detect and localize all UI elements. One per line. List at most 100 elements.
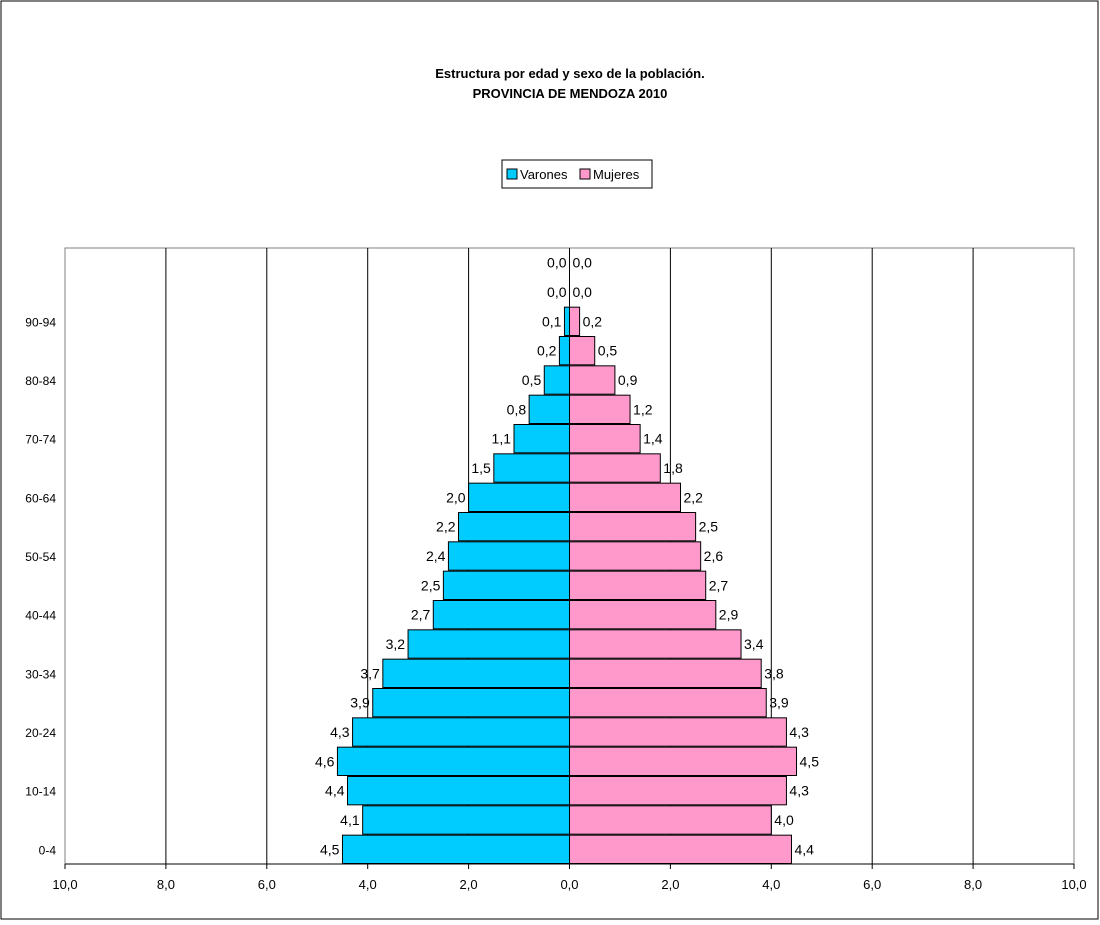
- legend-label-mujeres: Mujeres: [593, 167, 640, 182]
- data-label-mujeres: 1,8: [663, 460, 683, 476]
- bar-varones: [468, 482, 571, 512]
- data-label-varones: 0,0: [547, 255, 567, 271]
- data-label-mujeres: 2,7: [709, 577, 729, 593]
- y-tick-label: 10-14: [25, 785, 56, 799]
- x-tick-label: 10,0: [52, 877, 77, 892]
- data-label-varones: 0,5: [522, 372, 542, 388]
- bar-mujeres: [569, 600, 717, 630]
- data-label-mujeres: 0,9: [618, 372, 638, 388]
- x-tick-label: 8,0: [964, 877, 982, 892]
- data-label-mujeres: 1,2: [633, 401, 653, 417]
- bar-varones: [447, 541, 571, 571]
- x-tick-label: 10,0: [1061, 877, 1086, 892]
- data-label-mujeres: 0,5: [598, 343, 618, 359]
- data-label-varones: 0,1: [542, 313, 562, 329]
- bar-mujeres: [569, 336, 596, 366]
- data-label-varones: 3,9: [350, 695, 370, 711]
- bar-varones: [528, 394, 571, 424]
- bar-mujeres: [569, 512, 697, 542]
- bar-mujeres: [569, 658, 762, 689]
- y-tick-label: 60-64: [25, 491, 56, 505]
- bar-mujeres: [569, 541, 702, 571]
- data-label-varones: 2,4: [426, 548, 446, 564]
- bar-varones: [493, 453, 571, 483]
- data-label-varones: 4,6: [315, 753, 335, 769]
- x-tick-label: 8,0: [157, 877, 175, 892]
- bar-varones: [341, 834, 570, 865]
- bar-varones: [352, 717, 570, 747]
- bar-mujeres: [569, 365, 616, 395]
- y-tick-label: 50-54: [25, 550, 56, 564]
- data-label-varones: 3,7: [360, 665, 380, 681]
- data-label-varones: 0,8: [507, 401, 527, 417]
- data-label-varones: 0,0: [547, 284, 567, 300]
- y-tick-label: 80-84: [25, 374, 56, 388]
- data-label-mujeres: 3,8: [764, 665, 784, 681]
- bar-varones: [407, 629, 570, 659]
- data-label-mujeres: 1,4: [643, 431, 663, 447]
- data-label-varones: 2,0: [446, 489, 466, 505]
- bar-varones: [347, 776, 570, 806]
- legend: Varones Mujeres: [501, 159, 653, 189]
- data-label-varones: 2,5: [421, 577, 441, 593]
- y-tick-label: 20-24: [25, 726, 56, 740]
- legend-swatch-mujeres: [579, 168, 591, 180]
- data-label-varones: 4,3: [330, 724, 350, 740]
- x-tick-label: 2,0: [460, 877, 478, 892]
- x-tick-label: 6,0: [863, 877, 881, 892]
- data-label-varones: 3,2: [386, 636, 406, 652]
- data-label-mujeres: 4,4: [794, 841, 814, 857]
- bar-mujeres: [569, 629, 742, 659]
- data-label-mujeres: 4,3: [789, 783, 809, 799]
- data-label-varones: 4,1: [340, 812, 360, 828]
- bar-varones: [458, 512, 571, 542]
- bar-varones: [336, 746, 570, 777]
- x-tick-label: 4,0: [762, 877, 780, 892]
- y-tick-label: 0-4: [39, 843, 57, 857]
- data-label-mujeres: 0,0: [573, 255, 593, 271]
- bar-mujeres: [569, 394, 631, 424]
- data-label-mujeres: 4,0: [774, 812, 794, 828]
- data-label-mujeres: 4,3: [789, 724, 809, 740]
- data-label-mujeres: 0,0: [573, 284, 593, 300]
- bar-mujeres: [569, 482, 681, 512]
- bar-varones: [513, 424, 571, 454]
- bar-varones: [543, 365, 571, 395]
- data-label-mujeres: 2,6: [704, 548, 724, 564]
- chart-subtitle: PROVINCIA DE MENDOZA 2010: [473, 86, 668, 101]
- data-label-varones: 4,5: [320, 841, 340, 857]
- data-label-varones: 2,7: [411, 607, 431, 623]
- legend-label-varones: Varones: [520, 167, 568, 182]
- data-label-mujeres: 0,2: [583, 313, 603, 329]
- bar-mujeres: [569, 570, 707, 601]
- data-label-mujeres: 3,9: [769, 695, 789, 711]
- bar-mujeres: [569, 776, 787, 806]
- x-tick-label: 2,0: [661, 877, 679, 892]
- bar-mujeres: [569, 746, 798, 777]
- data-label-mujeres: 2,5: [699, 519, 719, 535]
- data-label-varones: 1,5: [471, 460, 491, 476]
- x-tick-label: 0,0: [560, 877, 578, 892]
- bar-mujeres: [569, 306, 581, 336]
- x-tick-label: 4,0: [359, 877, 377, 892]
- y-tick-label: 90-94: [25, 315, 56, 329]
- bar-mujeres: [569, 805, 772, 835]
- y-tick-label: 30-34: [25, 667, 56, 681]
- plot-area: 10,0 8,0 6,0 4,0 2,0 0,0 2,0 4,0 6,0 8,0 10,04,5 4,…: [25, 247, 1087, 892]
- bar-varones: [442, 570, 570, 601]
- bar-varones: [563, 306, 571, 336]
- bar-mujeres: [569, 717, 787, 747]
- data-label-mujeres: 4,5: [800, 753, 820, 769]
- bar-varones: [362, 805, 570, 835]
- data-label-mujeres: 2,9: [719, 607, 739, 623]
- data-label-varones: 0,2: [537, 343, 557, 359]
- bar-mujeres: [569, 424, 641, 454]
- data-label-mujeres: 2,2: [683, 489, 703, 505]
- data-label-varones: 1,1: [492, 431, 512, 447]
- legend-box: [501, 159, 653, 189]
- y-tick-label: 40-44: [25, 609, 56, 623]
- bar-mujeres: [569, 834, 792, 865]
- bar-mujeres: [569, 453, 661, 483]
